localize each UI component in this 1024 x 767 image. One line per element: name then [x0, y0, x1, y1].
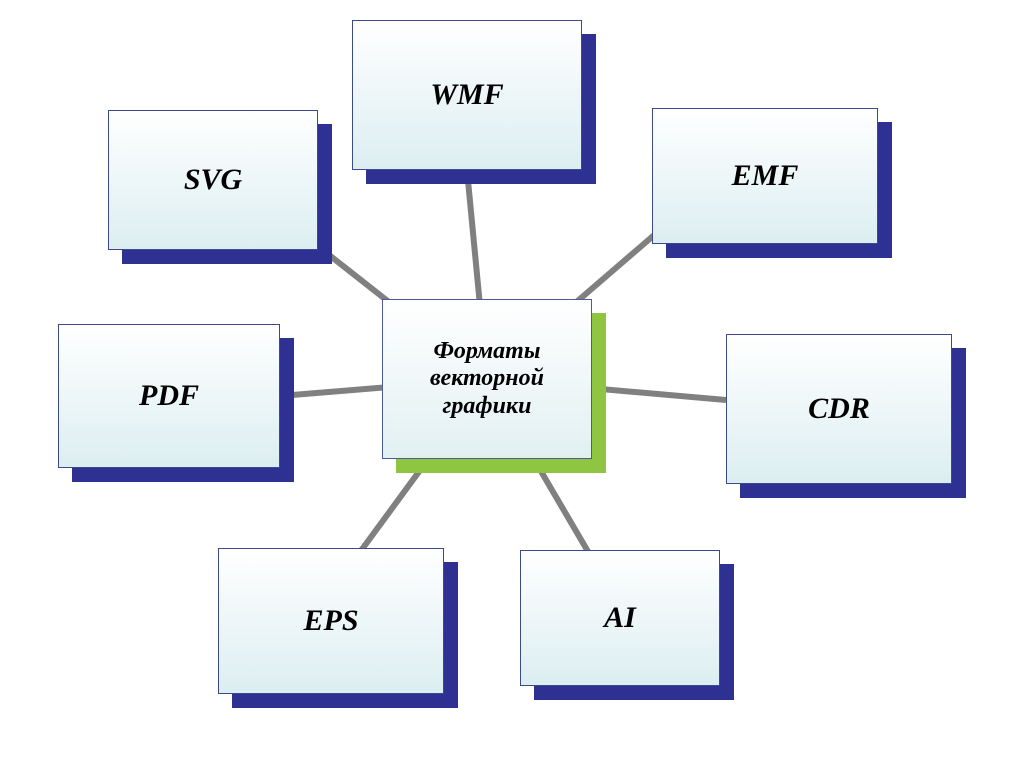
center-node-label: Форматывекторнойграфики [382, 299, 592, 459]
node-pdf: PDF [58, 324, 280, 468]
node-emf: EMF [652, 108, 878, 244]
node-wmf: WMF [352, 20, 582, 170]
node-ai-label: AI [520, 550, 720, 686]
node-svg: SVG [108, 110, 318, 250]
node-ai: AI [520, 550, 720, 686]
center-node: Форматывекторнойграфики [382, 299, 592, 459]
node-eps-label: EPS [218, 548, 444, 694]
node-emf-label: EMF [652, 108, 878, 244]
node-pdf-label: PDF [58, 324, 280, 468]
node-svg-label: SVG [108, 110, 318, 250]
diagram-stage: WMF EMF CDRAI EPS PDF SVG Форматывекторнойграф… [0, 0, 1024, 767]
node-wmf-label: WMF [352, 20, 582, 170]
node-cdr: CDR [726, 334, 952, 484]
node-cdr-label: CDR [726, 334, 952, 484]
node-eps: EPS [218, 548, 444, 694]
